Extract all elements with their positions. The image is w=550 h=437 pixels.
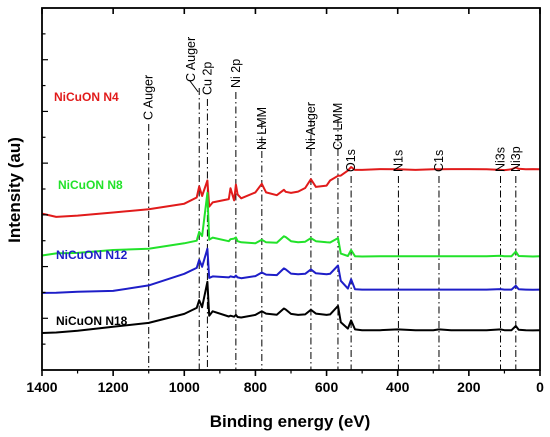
spectra-group: [41, 166, 541, 334]
series-label: NiCuON N8: [58, 178, 123, 192]
x-tick-label: 1000: [169, 379, 200, 395]
x-tick-label: 600: [315, 379, 339, 395]
x-tick-label: 200: [457, 379, 481, 395]
series-label: NiCuON N18: [56, 314, 128, 328]
x-tick-label: 400: [386, 379, 410, 395]
x-tick-label: 0: [536, 379, 544, 395]
x-tick-label: 1400: [26, 379, 57, 395]
series-label: NiCuON N12: [56, 248, 128, 262]
peak-marker-label: C1s: [432, 150, 446, 172]
series-line: [41, 280, 541, 334]
peak-marker-label: Ni LMM: [255, 107, 269, 150]
peak-marker-label: N1s: [391, 150, 405, 172]
peak-marker-arrow: [188, 79, 199, 93]
peak-marker-label: Ni Auger: [304, 102, 318, 150]
y-axis-title: Intensity (au): [5, 137, 24, 243]
series-line: [41, 166, 541, 218]
x-tick-label: 1200: [98, 379, 129, 395]
peak-marker-label: C Auger: [184, 37, 198, 82]
axes-group: [41, 7, 541, 376]
x-axis-title: Binding energy (eV): [210, 412, 371, 431]
peak-marker-label: Ni3s: [494, 147, 508, 172]
series-line: [41, 191, 541, 258]
peak-marker-group: [148, 79, 517, 370]
peak-marker-label: Cu LMM: [331, 103, 345, 150]
peak-marker-label: Ni3p: [509, 146, 523, 172]
x-tick-label: 800: [244, 379, 268, 395]
peak-marker-label: Cu 2p: [200, 62, 214, 95]
peak-marker-label: Ni 2p: [229, 59, 243, 88]
series-line: [41, 247, 541, 294]
peak-marker-label: C Auger: [142, 75, 156, 120]
peak-marker-label: O1s: [344, 149, 358, 172]
series-label: NiCuON N4: [54, 90, 119, 104]
